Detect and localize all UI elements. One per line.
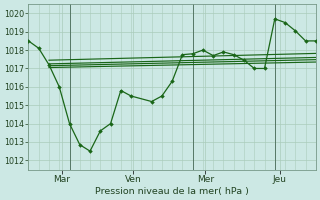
X-axis label: Pression niveau de la mer( hPa ): Pression niveau de la mer( hPa ) xyxy=(95,187,249,196)
